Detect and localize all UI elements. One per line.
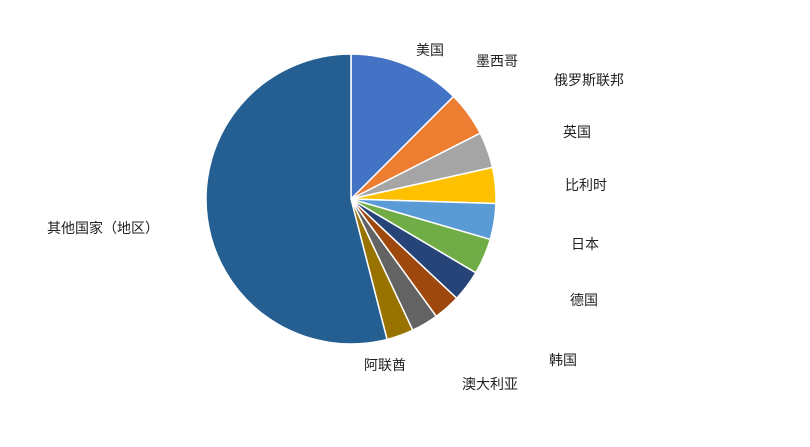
slice-label-3: 俄罗斯联邦: [554, 73, 624, 89]
slice-label-1: 美国: [416, 43, 444, 59]
slice-label-8: 韩国: [549, 353, 577, 369]
slice-label-10: 阿联酋: [364, 357, 406, 374]
slice-label-4: 英国: [563, 124, 591, 141]
pie-slice-11: [205, 53, 388, 345]
slice-label-5: 比利时: [565, 178, 607, 194]
slice-label-2: 墨西哥: [476, 54, 518, 70]
pie-slices: [205, 53, 497, 345]
slice-label-6: 日本: [571, 237, 599, 253]
slice-label-11: 其他国家（地区）: [47, 220, 159, 237]
pie-slice-1: [350, 53, 455, 200]
slice-label-9: 澳大利亚: [462, 377, 518, 393]
slice-label-7: 德国: [570, 293, 598, 309]
